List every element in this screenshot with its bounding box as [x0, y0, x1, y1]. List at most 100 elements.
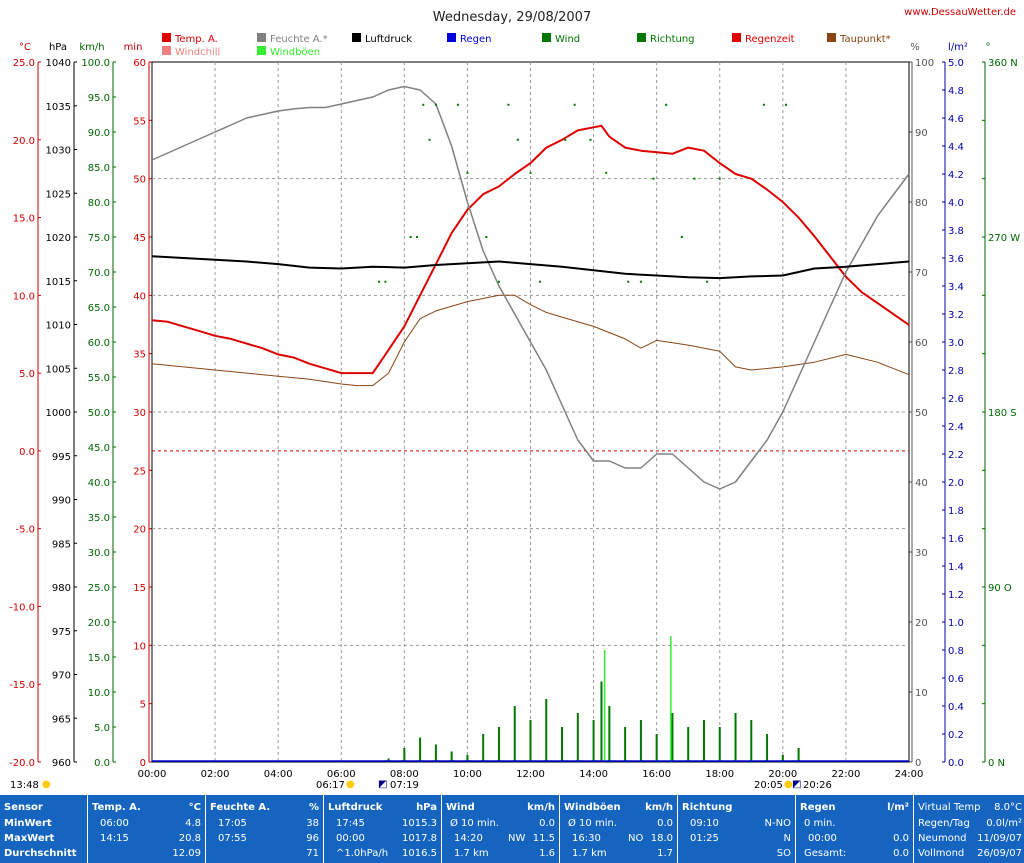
y-tick-label-rain_lm2: 2.6 — [948, 394, 964, 405]
legend-swatch — [732, 33, 741, 42]
direction-point — [762, 103, 765, 106]
y-tick-label-wind_kmh: 15.0 — [88, 653, 110, 664]
label: Temp. A. — [92, 802, 141, 813]
y-tick-label-pressure_hpa: 1035 — [46, 102, 71, 113]
stats-regen: Regen l/m² 0 min. 00:00 0.0 Gesamt: 0.0 — [796, 795, 914, 863]
label: Virtual Temp — [918, 802, 981, 813]
y-tick-label-wind_kmh: 45.0 — [88, 443, 110, 454]
y-tick-label-temp_c: -15.0 — [9, 680, 35, 691]
time: 09:10 — [690, 818, 719, 829]
direction-point — [680, 236, 683, 238]
label: Feuchte A. — [210, 802, 271, 813]
axis-unit-temp_c: °C — [19, 42, 31, 53]
y-tick-label-rain_min: 25 — [133, 466, 146, 477]
value: 71 — [306, 848, 319, 859]
unit: l/m² — [887, 802, 909, 813]
time: 00:00 — [336, 833, 365, 844]
y-tick-label-rain_lm2: 0.2 — [948, 730, 964, 741]
label: Regen/Tag — [918, 818, 970, 829]
y-tick-label-direction_deg: 180 S — [988, 408, 1017, 419]
label: Luftdruck — [328, 802, 383, 813]
axis-unit-rain_lm2: l/m² — [948, 42, 968, 53]
stats-temp: Temp. A. °C 06:00 4.8 14:15 20.8 12.09 — [88, 795, 206, 863]
value: 18.0 — [650, 833, 673, 844]
y-tick-label-pressure_hpa: 960 — [52, 758, 71, 769]
x-tick-label: 00:00 — [138, 769, 167, 780]
axis-unit-pressure_hpa: hPa — [49, 42, 67, 53]
moon-icon: ◩ — [792, 779, 802, 790]
value: 11.5 — [532, 833, 555, 844]
y-tick-label-wind_kmh: 60.0 — [88, 338, 110, 349]
legend-label: Richtung — [650, 34, 695, 45]
y-tick-label-rain_lm2: 1.8 — [948, 506, 964, 517]
direction-point — [466, 171, 469, 174]
direction-point — [627, 280, 630, 283]
distance: 1.7 km — [454, 848, 489, 859]
legend-label: Regenzeit — [745, 34, 795, 45]
direction-point — [589, 138, 592, 141]
y-tick-label-wind_kmh: 75.0 — [88, 233, 110, 244]
y-tick-label-direction_deg: 360 N — [988, 58, 1018, 69]
value: 1017.8 — [402, 833, 437, 844]
value: 11/09/07 — [977, 833, 1022, 844]
axes: 00:00 02:00 04:00 06:00 08:00 10:00 12:00 14:00… — [9, 42, 1020, 780]
direction-point — [784, 103, 787, 106]
x-tick-label: 04:00 — [264, 769, 293, 780]
value: 26/09/07 — [977, 848, 1022, 859]
y-tick-label-wind_kmh: 100.0 — [81, 58, 110, 69]
y-tick-label-wind_kmh: 20.0 — [88, 618, 110, 629]
y-tick-label-pressure_hpa: 995 — [52, 452, 71, 463]
y-tick-label-temp_c: 15.0 — [13, 214, 35, 225]
value: 38 — [306, 818, 319, 829]
axis-unit-direction_deg: ° — [986, 42, 991, 53]
legend-swatch — [257, 46, 266, 55]
value: 1.6 — [539, 848, 555, 859]
direction-point — [573, 103, 576, 106]
direction-point — [516, 138, 519, 141]
value: 1015.3 — [402, 818, 437, 829]
y-tick-label-wind_kmh: 5.0 — [94, 723, 110, 734]
y-tick-label-rain_lm2: 1.4 — [948, 562, 964, 573]
direction-point — [384, 280, 387, 283]
value: 0.0 — [539, 818, 555, 829]
y-tick-label-wind_kmh: 30.0 — [88, 548, 110, 559]
direction-point — [409, 236, 412, 238]
y-tick-label-wind_kmh: 40.0 — [88, 478, 110, 489]
y-tick-label-wind_kmh: 70.0 — [88, 268, 110, 279]
y-tick-label-direction_deg: 270 W — [988, 233, 1020, 244]
axis-unit-rain_min: min — [124, 42, 143, 53]
direction-point — [652, 177, 655, 180]
legend-label: Feuchte A.* — [270, 34, 328, 45]
axis-unit-wind_kmh: km/h — [79, 42, 104, 53]
y-tick-label-temp_c: 20.0 — [13, 136, 35, 147]
y-tick-label-pressure_hpa: 965 — [52, 714, 71, 725]
label: Durchschnitt — [4, 848, 77, 859]
site-url: www.DessauWetter.de — [904, 7, 1016, 18]
legend-label: Windchill — [175, 47, 220, 58]
y-tick-label-pressure_hpa: 970 — [52, 671, 71, 682]
time: Ø 10 min. — [450, 818, 499, 829]
value: 8.0°C — [994, 802, 1022, 813]
y-tick-label-wind_kmh: 95.0 — [88, 93, 110, 104]
sun-icon: ● — [784, 779, 793, 790]
y-tick-label-humidity_pct: 90 — [915, 128, 928, 139]
y-tick-label-rain_min: 20 — [133, 525, 146, 536]
legend: Temp. A. Windchill Feuchte A.* Windböen Luft… — [162, 33, 891, 58]
direction-point — [415, 236, 418, 238]
time: 17:45 — [336, 818, 365, 829]
legend-label: Luftdruck — [365, 34, 412, 45]
sunrise-time: 06:17 — [316, 780, 345, 791]
y-tick-label-temp_c: -20.0 — [9, 758, 35, 769]
x-tick-label: 20:00 — [768, 769, 797, 780]
unit: % — [308, 802, 319, 813]
time: 0 min. — [804, 818, 836, 829]
time: 14:20 — [454, 833, 483, 844]
left-time: 13:48 — [10, 780, 39, 791]
series-line-taupunkt — [151, 294, 910, 387]
stats-sensor: Sensor MinWert MaxWert Durchschnitt — [0, 795, 88, 863]
unit: °C — [188, 802, 201, 813]
y-tick-label-humidity_pct: 30 — [915, 548, 928, 559]
x-tick-label: 08:00 — [390, 769, 419, 780]
unit: hPa — [416, 802, 437, 813]
legend-label: Temp. A. — [174, 34, 218, 45]
